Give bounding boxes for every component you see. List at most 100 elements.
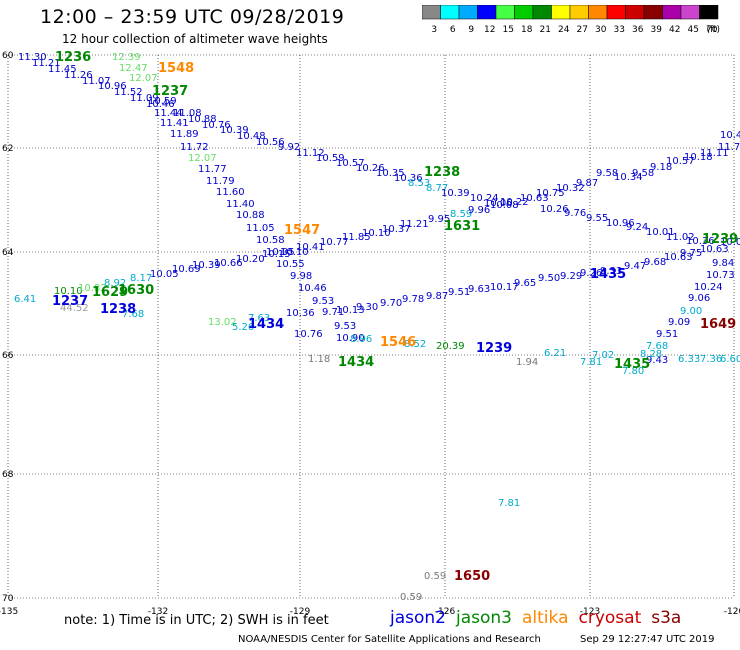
wave-height-label: 9.65 [514, 278, 536, 289]
wave-height-label: 9.09 [668, 317, 690, 328]
wave-height-label: 11.77 [198, 164, 227, 175]
wave-height-label: 7.68 [646, 341, 668, 352]
wave-height-label: 10.36 [286, 308, 315, 319]
wave-height-label: 11.30 [18, 52, 47, 63]
satellite-name: jason3 [456, 608, 512, 628]
satellite-name: jason2 [390, 608, 446, 628]
wave-height-label: 9.96 [468, 205, 490, 216]
legend-swatch [699, 5, 719, 20]
wave-height-label: 10.77 [320, 237, 349, 248]
wave-height-label: 9.18 [650, 162, 672, 173]
longitude-label: -123 [580, 607, 600, 617]
wave-height-label: 9.24 [626, 222, 648, 233]
wave-height-label: 10.24 [470, 193, 499, 204]
pass-time-label: 1434 [338, 355, 374, 370]
wave-height-label: 6.33 [678, 354, 700, 365]
pass-time-label: 1434 [248, 317, 284, 332]
wave-height-label: 11.40 [226, 199, 255, 210]
wave-height-label: 10.13 [336, 305, 365, 316]
footer-agency: NOAA/NESDIS Center for Satellite Applica… [238, 634, 541, 645]
wave-height-label: 12.47 [119, 63, 148, 74]
wave-height-label: 10.26 [356, 163, 385, 174]
wave-height-label: 9.51 [656, 329, 678, 340]
wave-height-label: 9.87 [426, 291, 448, 302]
pass-time-label: 1238 [100, 302, 136, 317]
wave-height-label: 7.81 [580, 357, 602, 368]
pass-time-label: 1237 [152, 84, 188, 99]
wave-height-label: 10.35 [376, 168, 405, 179]
wave-height-label: 11.21 [32, 58, 61, 69]
longitude-label: -132 [148, 607, 168, 617]
wave-height-label: 11.45 [48, 64, 77, 75]
wave-height-label: 9.33 [600, 266, 622, 277]
wave-height-label: 10.63 [520, 193, 549, 204]
wave-height-label: 11.02 [666, 232, 695, 243]
wave-height-label: 9.98 [290, 271, 312, 282]
wave-height-label: 11.76 [718, 142, 740, 153]
satellite-name: altika [522, 608, 569, 628]
pass-time-label: 1631 [444, 219, 480, 234]
satellite-name: cryosat [578, 608, 642, 628]
wave-height-label: 10.39 [192, 260, 221, 271]
wave-height-label: 10.22 [500, 197, 529, 208]
wave-height-label: 12.07 [129, 73, 158, 84]
wave-height-label: 10.06 [484, 198, 513, 209]
wave-height-label: 12.39 [112, 52, 141, 63]
wave-height-label: 11.11 [700, 148, 729, 159]
legend-label: 3 [431, 25, 437, 35]
color-legend: 3 6 9 12 15 18 21 24 27 30 33 36 39 42 45 70(ft) [422, 5, 720, 35]
wave-height-label: 10.26 [540, 204, 569, 215]
wave-height-label: 11.52 [114, 87, 143, 98]
wave-height-label: 10.82 [78, 283, 107, 294]
latitude-label: 68 [2, 470, 14, 480]
latitude-label: 62 [2, 144, 13, 154]
wave-height-label: 10.59 [148, 96, 177, 107]
wave-height-label: 10.08 [490, 200, 519, 211]
footer-timestamp: Sep 29 12:27:47 UTC 2019 [580, 634, 715, 645]
wave-height-label: 10.56 [256, 137, 285, 148]
map-title: 12:00 – 23:59 UTC 09/28/2019 [40, 6, 345, 28]
wave-height-label: 9.00 [680, 306, 702, 317]
wave-height-label: 9.53 [312, 296, 334, 307]
wave-height-label: 10.88 [188, 114, 217, 125]
legend-label: 24 [558, 25, 570, 35]
wave-height-label: 9.78 [402, 294, 424, 305]
wave-height-label: 9.30 [356, 302, 378, 313]
wave-height-label: 11.89 [170, 129, 199, 140]
pass-time-label: 1630 [118, 283, 154, 298]
wave-height-label: 10.10 [54, 286, 83, 297]
wave-height-label: 11.08 [173, 108, 202, 119]
wave-height-label: 8.17 [130, 273, 152, 284]
pass-time-label: 1236 [55, 50, 91, 65]
longitude-label: -135 [0, 607, 18, 617]
wave-height-label: 9.53 [334, 321, 356, 332]
legend-label: 27 [577, 25, 588, 35]
pass-time-label: 1547 [284, 223, 320, 238]
wave-height-label: 10.48 [237, 131, 266, 142]
wave-height-label: 11.07 [82, 76, 111, 87]
latitude-label: 70 [2, 594, 14, 604]
legend-label: 70 [706, 25, 718, 35]
wave-height-label: 9.50 [538, 273, 560, 284]
longitude-label: -120 [724, 607, 740, 617]
legend-label: 45 [688, 25, 699, 35]
pass-time-label: 1435 [614, 357, 650, 372]
wave-height-label: 9.63 [468, 284, 490, 295]
wave-height-label: 10.20 [236, 254, 265, 265]
wave-height-label: 9.47 [624, 261, 646, 272]
longitude-label: -129 [290, 607, 311, 617]
pass-time-label: 1239 [702, 232, 738, 247]
wave-height-label: 10.34 [614, 172, 643, 183]
wave-height-label: 10.10 [280, 247, 309, 258]
wave-height-label: 1.18 [308, 354, 330, 365]
wave-height-label: 6.21 [544, 348, 566, 359]
legend-label: 6 [450, 25, 456, 35]
wave-height-label: 11.09 [130, 93, 159, 104]
wave-height-label: 10.15 [262, 249, 291, 260]
wave-height-label: 11.26 [64, 70, 93, 81]
wave-height-label: 10.36 [686, 236, 715, 247]
wave-height-label: 9.70 [380, 298, 402, 309]
wave-height-label: 10.55 [276, 259, 305, 270]
wave-height-label: 13.02 [208, 317, 237, 328]
wave-height-label: 10.46 [298, 283, 327, 294]
